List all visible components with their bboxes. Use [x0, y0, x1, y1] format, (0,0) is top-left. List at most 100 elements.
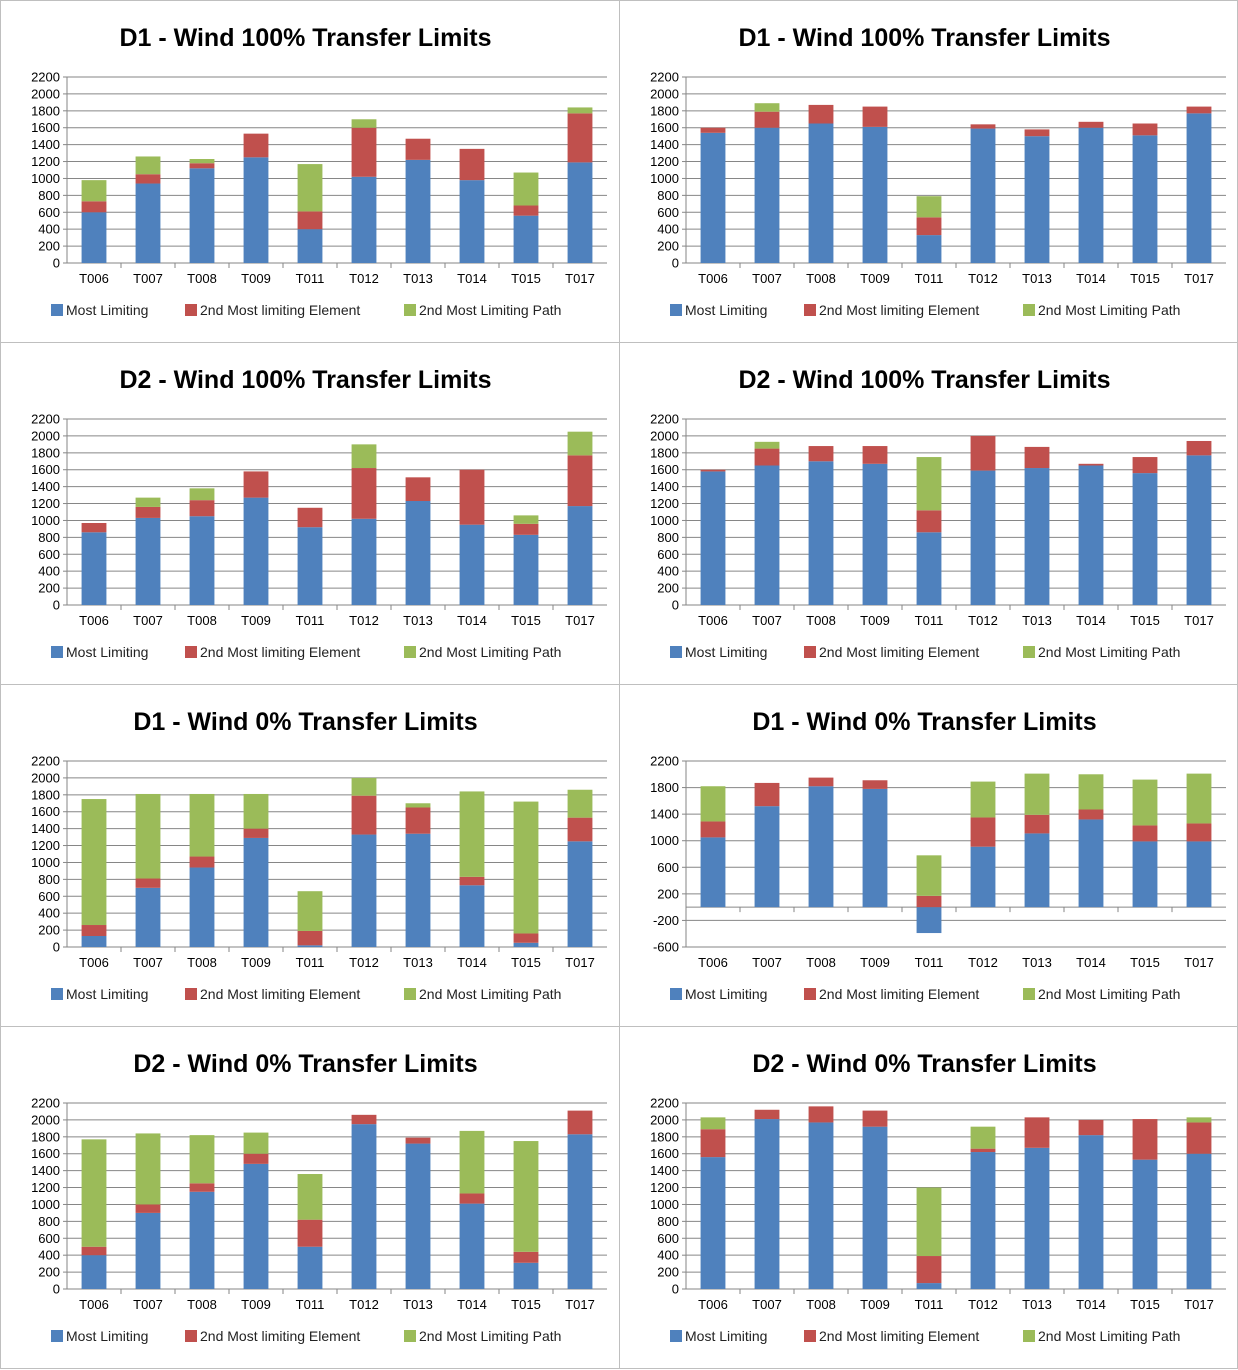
legend-label: 2nd Most Limiting Path — [1038, 644, 1180, 660]
legend-swatch-second-element — [185, 988, 197, 1000]
y-tick-label: 1000 — [31, 1197, 60, 1212]
bar-most-limiting — [459, 1203, 485, 1289]
bar-second-element — [297, 507, 323, 528]
bar-second-element — [189, 163, 215, 169]
bar-most-limiting — [808, 123, 834, 263]
bar-most-limiting — [189, 516, 215, 605]
bar-second-element — [351, 795, 377, 835]
bar-second-element — [916, 217, 942, 236]
legend-label: 2nd Most Limiting Path — [419, 644, 561, 660]
y-tick-label: 2200 — [650, 1096, 679, 1111]
bar-second-element — [513, 205, 539, 216]
y-tick-label: 1600 — [31, 120, 60, 135]
bar-second-element — [351, 127, 377, 177]
chart-svg: D1 - Wind 100% Transfer Limits 0 200 400 600… — [650, 24, 1226, 318]
x-tick-label: T012 — [349, 1297, 379, 1312]
x-tick-label: T006 — [698, 1297, 728, 1312]
bar-second-element — [808, 1106, 834, 1123]
bar-most-limiting — [297, 229, 323, 263]
legend-swatch-most-limiting — [670, 988, 682, 1000]
bar-most-limiting — [243, 1163, 269, 1289]
y-tick-label: 2000 — [31, 428, 60, 443]
y-tick-label: 2200 — [31, 754, 60, 769]
y-tick-label: 1200 — [31, 496, 60, 511]
x-tick-label: T007 — [752, 271, 782, 286]
bar-most-limiting — [916, 235, 942, 263]
y-tick-label: 800 — [657, 1214, 679, 1229]
y-tick-label: 1600 — [650, 462, 679, 477]
bar-most-limiting — [700, 132, 726, 263]
bar-second-path — [513, 515, 539, 524]
bar-second-path — [189, 488, 215, 501]
y-tick-label: 0 — [53, 598, 60, 613]
y-tick-label: 1800 — [650, 445, 679, 460]
x-tick-label: T012 — [349, 955, 379, 970]
bar-second-path — [754, 103, 780, 112]
y-tick-label: 1200 — [650, 154, 679, 169]
y-tick-label: 400 — [38, 222, 60, 237]
x-tick-label: T017 — [1184, 613, 1214, 628]
y-tick-label: 1000 — [650, 171, 679, 186]
y-tick-label: 0 — [672, 598, 679, 613]
legend-swatch-second-path — [404, 1330, 416, 1342]
x-tick-label: T007 — [133, 955, 163, 970]
bar-second-element — [81, 201, 107, 213]
legend-label: 2nd Most limiting Element — [819, 302, 979, 318]
bar-most-limiting — [189, 1191, 215, 1289]
bar-most-limiting — [189, 168, 215, 263]
x-tick-label: T008 — [806, 271, 836, 286]
bar-second-path — [1078, 774, 1104, 810]
x-tick-label: T013 — [1022, 955, 1052, 970]
y-tick-label: 2000 — [650, 86, 679, 101]
x-tick-label: T008 — [806, 1297, 836, 1312]
bar-most-limiting — [81, 936, 107, 947]
y-tick-label: 1800 — [650, 780, 679, 795]
bar-second-element — [862, 446, 888, 464]
bar-most-limiting — [351, 834, 377, 947]
bar-second-path — [297, 1174, 323, 1220]
bar-second-element — [1024, 446, 1050, 469]
x-tick-label: T015 — [1130, 1297, 1160, 1312]
bar-most-limiting — [1024, 833, 1050, 908]
bar-second-path — [459, 1130, 485, 1194]
x-tick-label: T011 — [915, 613, 944, 628]
bar-second-path — [297, 891, 323, 931]
bar-most-limiting — [700, 837, 726, 908]
bar-most-limiting — [405, 501, 431, 605]
chart-title: D1 - Wind 100% Transfer Limits — [119, 24, 491, 52]
bar-second-element — [189, 500, 215, 517]
chart-panel: D2 - Wind 100% Transfer Limits 0 200 400 600… — [619, 342, 1238, 685]
bar-most-limiting — [513, 942, 539, 947]
x-tick-label: T008 — [187, 613, 217, 628]
y-tick-label: 0 — [53, 1282, 60, 1297]
legend-label: 2nd Most limiting Element — [819, 644, 979, 660]
bar-second-path — [351, 444, 377, 469]
x-tick-label: T017 — [565, 613, 595, 628]
y-tick-label: 1800 — [31, 787, 60, 802]
x-tick-label: T006 — [698, 955, 728, 970]
x-tick-label: T012 — [968, 271, 998, 286]
x-tick-label: T006 — [79, 271, 109, 286]
y-tick-label: 600 — [38, 889, 60, 904]
legend-swatch-second-element — [185, 646, 197, 658]
bar-second-path — [916, 457, 942, 511]
bar-second-element — [81, 925, 107, 937]
y-tick-label: 1400 — [31, 821, 60, 836]
y-tick-label: 2200 — [31, 70, 60, 85]
y-tick-label: 1000 — [650, 833, 679, 848]
bar-most-limiting — [297, 1246, 323, 1289]
x-tick-label: T017 — [1184, 1297, 1214, 1312]
bar-most-limiting — [243, 497, 269, 605]
legend-swatch-most-limiting — [51, 988, 63, 1000]
bar-most-limiting — [916, 1283, 942, 1289]
bar-second-element — [1132, 457, 1158, 474]
bar-second-element — [1186, 440, 1212, 456]
y-tick-label: 1600 — [31, 804, 60, 819]
bar-second-element — [135, 1204, 161, 1213]
chart-panel: D1 - Wind 0% Transfer Limits 0 200 400 600 80… — [0, 684, 620, 1027]
bar-most-limiting — [567, 1134, 593, 1289]
bar-most-limiting — [700, 1157, 726, 1289]
chart-title: D1 - Wind 0% Transfer Limits — [752, 708, 1096, 736]
legend-label: 2nd Most limiting Element — [200, 1328, 360, 1344]
bar-second-path — [567, 431, 593, 456]
